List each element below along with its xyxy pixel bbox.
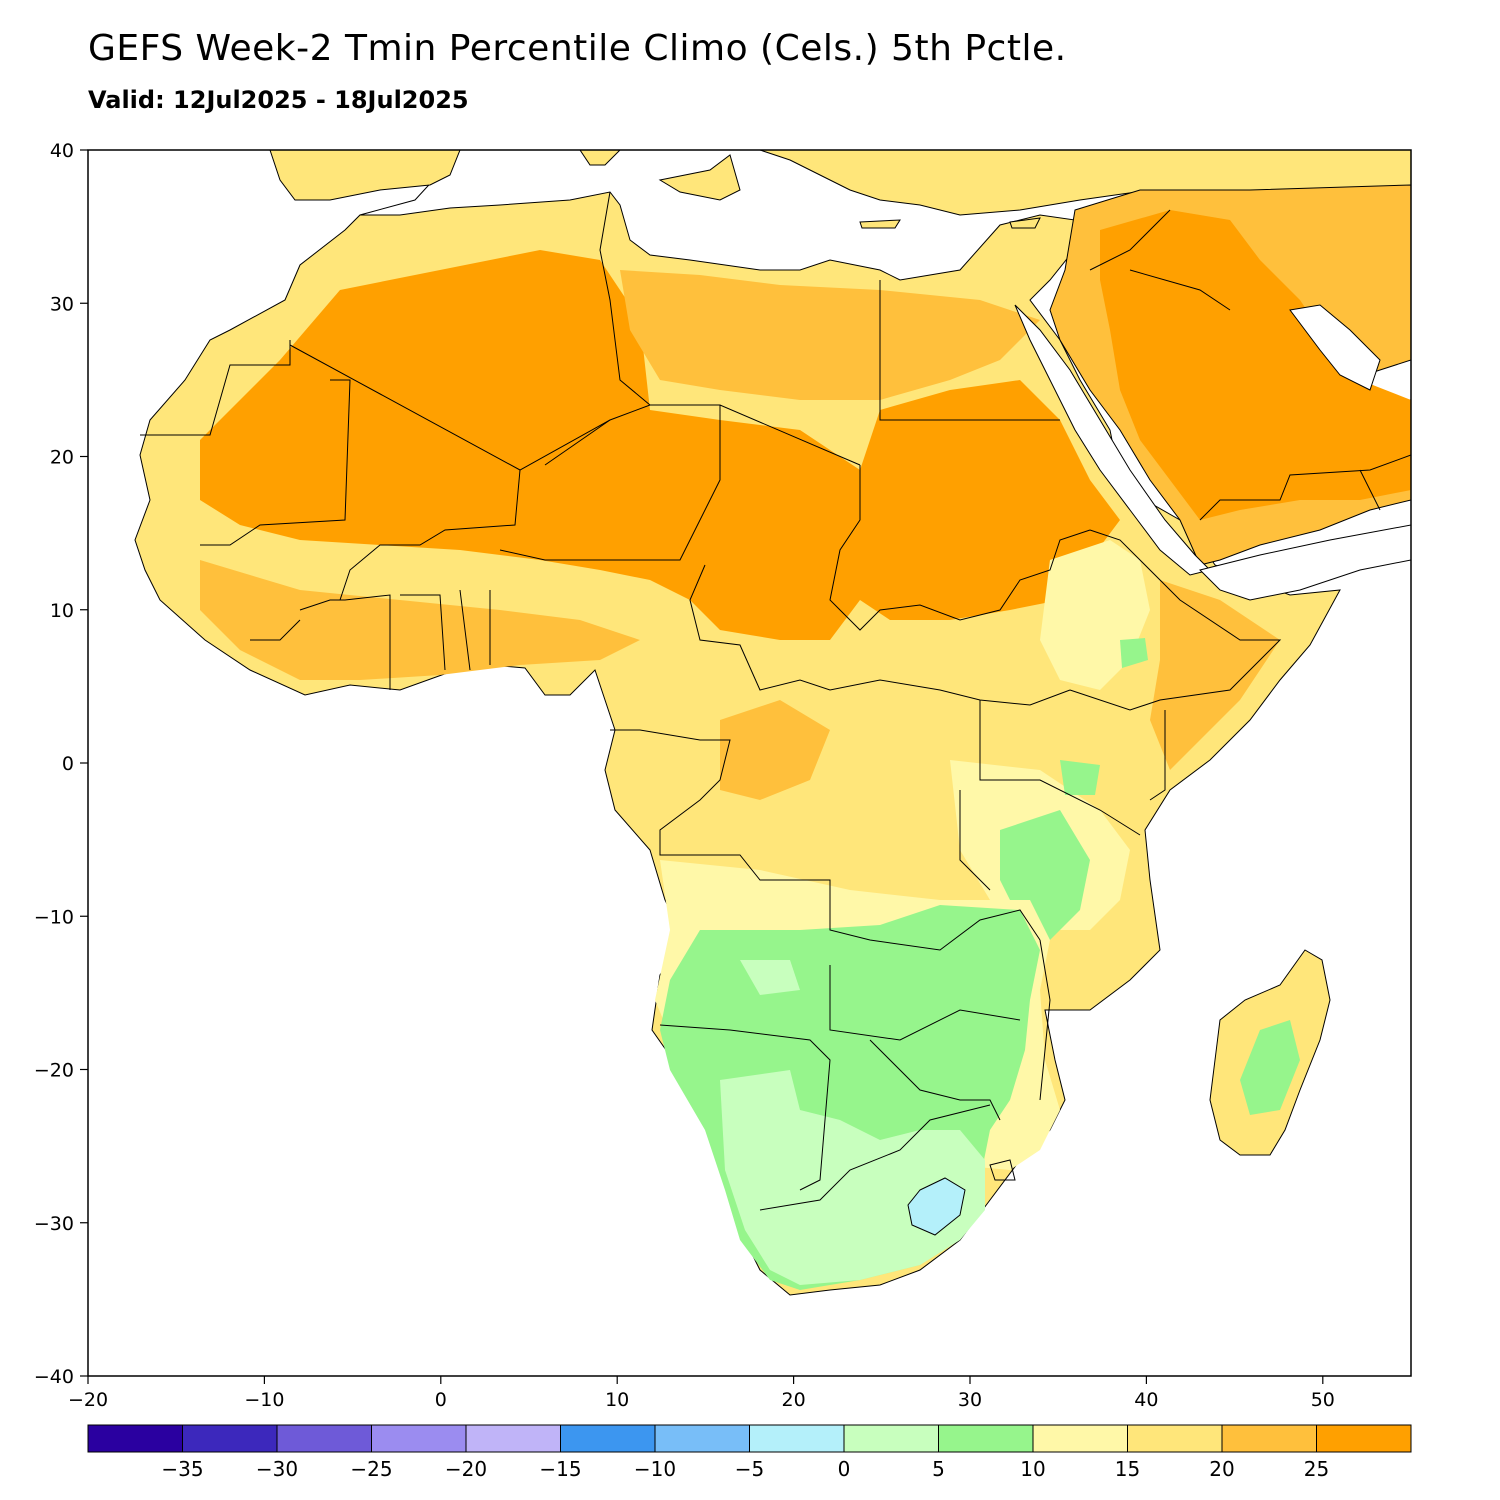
colorbar: −35 −30 −25 −20 −15 −10 −5 0 5 10 15 20 25 <box>87 1424 1412 1481</box>
europe-strip <box>269 150 461 201</box>
horn-warm <box>1150 580 1280 770</box>
x-tick-label: 40 <box>1134 1389 1158 1411</box>
colorbar-swatch <box>938 1424 1034 1453</box>
y-tick-label: 40 <box>50 140 74 162</box>
colorbar-label: −35 <box>161 1457 203 1481</box>
red-sea <box>1014 304 1211 576</box>
colorbar-swatch <box>749 1424 845 1453</box>
colorbar-label: 10 <box>1020 1457 1045 1481</box>
y-tick-label: 30 <box>50 293 74 315</box>
kalahari-cool <box>720 1070 985 1285</box>
colorbar-swatch <box>1221 1424 1317 1453</box>
colorbar-label: −15 <box>539 1457 581 1481</box>
colorbar-swatch <box>1032 1424 1128 1453</box>
y-tick-label: 0 <box>62 753 74 775</box>
chart-subtitle: Valid: 12Jul2025 - 18Jul2025 <box>88 86 469 114</box>
colorbar-label: −30 <box>256 1457 298 1481</box>
x-tick-label: 10 <box>605 1389 629 1411</box>
colorbar-label: −25 <box>350 1457 392 1481</box>
map-plot-area <box>88 150 1411 1376</box>
north-coast-warm <box>620 270 1040 400</box>
west-africa-warm <box>200 560 640 680</box>
colorbar-label: 15 <box>1115 1457 1140 1481</box>
x-axis: −20 −10 0 10 20 30 40 50 <box>68 1376 1335 1411</box>
chart-title: GEFS Week-2 Tmin Percentile Climo (Cels.… <box>88 28 1067 69</box>
x-tick-label: 50 <box>1311 1389 1335 1411</box>
east-africa-green <box>1000 760 1100 940</box>
y-tick-label: −40 <box>34 1366 74 1388</box>
colorbar-label: 20 <box>1209 1457 1234 1481</box>
arabia-hot-zone <box>1100 210 1411 520</box>
colorbar-swatch <box>87 1424 183 1453</box>
y-axis: 40 30 20 10 0 −10 −20 −30 −40 <box>34 140 88 1388</box>
persian-gulf <box>1289 304 1381 391</box>
madagascar-green <box>1240 1020 1300 1115</box>
y-tick-label: −20 <box>34 1060 74 1082</box>
y-tick-label: −30 <box>34 1213 74 1235</box>
gulf-of-aden <box>1199 524 1411 601</box>
colorbar-swatch <box>560 1424 656 1453</box>
colorbar-label: 0 <box>838 1457 851 1481</box>
colorbar-swatch <box>1127 1424 1223 1453</box>
congo-basin-warm <box>720 700 830 800</box>
cyprus-crete <box>859 217 1041 229</box>
colorbar-swatch <box>465 1424 561 1453</box>
colorbar-label: 25 <box>1304 1457 1329 1481</box>
colorbar-swatch <box>843 1424 939 1453</box>
colorbar-swatch <box>371 1424 467 1453</box>
colorbar-label: 5 <box>932 1457 945 1481</box>
colorbar-label: −5 <box>735 1457 764 1481</box>
colorbar-label: −20 <box>445 1457 487 1481</box>
y-tick-label: −10 <box>34 906 74 928</box>
colorbar-swatch <box>1316 1424 1412 1453</box>
x-tick-label: 30 <box>958 1389 982 1411</box>
italy-sicily <box>579 150 741 201</box>
angola-cool-patch <box>740 960 800 995</box>
colorbar-swatch <box>182 1424 278 1453</box>
y-tick-label: 20 <box>50 447 74 469</box>
y-tick-label: 10 <box>50 600 74 622</box>
colorbar-label: −10 <box>634 1457 676 1481</box>
x-tick-label: −10 <box>244 1389 284 1411</box>
x-tick-label: 20 <box>782 1389 806 1411</box>
x-tick-label: −20 <box>68 1389 108 1411</box>
x-tick-label: 0 <box>435 1389 447 1411</box>
colorbar-swatch <box>654 1424 750 1453</box>
lesotho-cold <box>907 1177 966 1236</box>
ethiopia-green <box>1120 638 1148 668</box>
country-borders <box>140 191 1411 1211</box>
colorbar-swatch <box>276 1424 372 1453</box>
sahara-hot-zone <box>200 250 1120 640</box>
